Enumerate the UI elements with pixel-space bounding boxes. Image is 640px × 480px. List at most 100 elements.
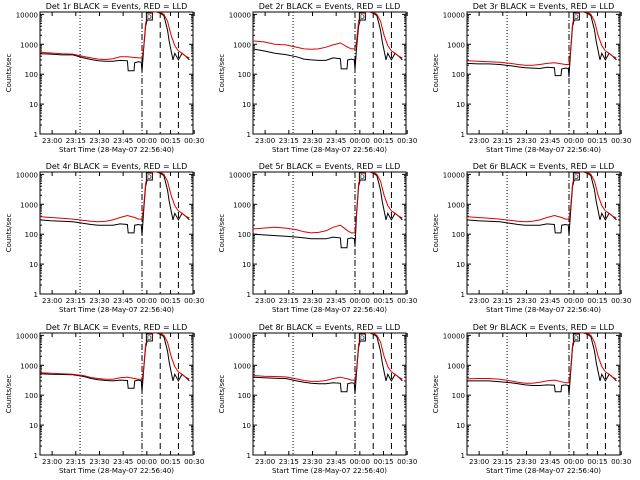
y-tick-label: 10000	[229, 332, 251, 340]
x-tick-label: 23:00	[469, 458, 489, 466]
panel-title: Det 8r BLACK = Events, RED = LLD	[259, 323, 401, 332]
y-tick-label: 10	[242, 101, 251, 109]
marker-box	[145, 172, 153, 181]
panel-det-4: Det 4r BLACK = Events, RED = LLD 1 10 100 10…	[5, 162, 204, 314]
x-tick-label: 23:30	[89, 297, 109, 305]
marker-box-label: D	[147, 335, 152, 342]
x-tick-label: 23:00	[469, 137, 489, 145]
marker-box	[572, 172, 580, 181]
x-tick-label: 00:00	[137, 458, 157, 466]
x-tick-label: 00:00	[564, 297, 584, 305]
plot-frame	[466, 171, 621, 295]
x-tick-label: 23:30	[302, 137, 322, 145]
y-tick-label: 1000	[233, 201, 251, 209]
y-tick-label: 1000	[20, 201, 38, 209]
marker-box	[145, 12, 153, 21]
x-axis-label: Start Time (28-May-07 22:56:40)	[272, 146, 387, 154]
panel-det-5: Det 5r BLACK = Events, RED = LLD 1 10 100 10…	[218, 162, 417, 314]
y-tick-label: 1	[34, 452, 38, 460]
x-tick-label: 23:15	[279, 137, 299, 145]
y-axis-label: Counts/sec	[432, 54, 440, 93]
y-axis-label: Counts/sec	[5, 375, 13, 414]
x-tick-label: 23:00	[42, 458, 62, 466]
x-tick-label: 00:30	[611, 458, 631, 466]
x-tick-label: 23:00	[42, 297, 62, 305]
y-tick-label: 100	[452, 231, 465, 239]
x-tick-label: 23:00	[255, 297, 275, 305]
x-tick-label: 23:45	[540, 297, 560, 305]
marker-box-label: D	[360, 14, 365, 21]
x-tick-label: 23:15	[493, 458, 513, 466]
x-tick-label: 00:30	[611, 137, 631, 145]
x-tick-label: 00:15	[373, 458, 393, 466]
x-axis-label: Start Time (28-May-07 22:56:40)	[486, 467, 601, 475]
x-tick-label: 00:15	[587, 458, 607, 466]
y-axis-label: Counts/sec	[5, 214, 13, 253]
y-tick-label: 1000	[447, 41, 465, 49]
x-tick-label: 23:30	[89, 458, 109, 466]
y-tick-label: 10	[456, 422, 465, 430]
x-tick-label: 00:15	[160, 458, 180, 466]
x-tick-label: 23:45	[113, 137, 133, 145]
series-line-lld	[253, 333, 403, 382]
series-line-events	[40, 12, 190, 72]
y-tick-label: 100	[25, 71, 38, 79]
x-tick-label: 23:30	[89, 137, 109, 145]
x-tick-label: 00:30	[184, 297, 204, 305]
x-tick-label: 00:00	[350, 137, 370, 145]
panel-det-7: Det 7r BLACK = Events, RED = LLD 1 10 100 10…	[5, 323, 204, 475]
panel-title: Det 4r BLACK = Events, RED = LLD	[46, 162, 188, 171]
series-line-events	[467, 12, 617, 78]
series-line-events	[253, 12, 403, 70]
series-line-lld	[253, 172, 403, 234]
x-tick-label: 00:30	[397, 297, 417, 305]
marker-box-label: D	[574, 14, 579, 21]
series-line-events	[40, 333, 190, 392]
series-line-events	[40, 172, 190, 236]
y-tick-label: 10	[242, 422, 251, 430]
y-tick-label: 1	[461, 452, 465, 460]
x-tick-label: 00:30	[611, 297, 631, 305]
x-tick-label: 00:15	[587, 297, 607, 305]
x-tick-label: 00:30	[397, 137, 417, 145]
marker-box	[358, 172, 366, 181]
y-axis-label: Counts/sec	[432, 375, 440, 414]
panel-det-6: Det 6r BLACK = Events, RED = LLD 1 10 100 10…	[432, 162, 631, 314]
y-tick-label: 10	[456, 101, 465, 109]
marker-box-label: D	[147, 14, 152, 21]
x-tick-label: 23:45	[540, 458, 560, 466]
panel-title: Det 1r BLACK = Events, RED = LLD	[46, 2, 188, 11]
series-line-lld	[253, 12, 403, 59]
x-tick-label: 00:00	[350, 458, 370, 466]
x-tick-label: 00:00	[564, 137, 584, 145]
x-tick-label: 00:30	[184, 137, 204, 145]
x-tick-label: 00:30	[397, 458, 417, 466]
y-tick-label: 10	[29, 422, 38, 430]
panel-det-2: Det 2r BLACK = Events, RED = LLD 1 10 100 10…	[218, 2, 417, 154]
y-tick-label: 10000	[16, 171, 38, 179]
y-tick-label: 1	[34, 291, 38, 299]
x-tick-label: 23:15	[66, 297, 86, 305]
x-axis-label: Start Time (28-May-07 22:56:40)	[272, 306, 387, 314]
x-tick-label: 23:45	[113, 297, 133, 305]
y-tick-label: 10000	[443, 171, 465, 179]
panel-title: Det 3r BLACK = Events, RED = LLD	[473, 2, 615, 11]
panel-det-9: Det 9r BLACK = Events, RED = LLD 1 10 100 10…	[432, 323, 631, 475]
y-tick-label: 10000	[16, 332, 38, 340]
panel-title: Det 7r BLACK = Events, RED = LLD	[46, 323, 188, 332]
x-tick-label: 00:00	[137, 297, 157, 305]
x-tick-label: 23:30	[516, 297, 536, 305]
y-tick-label: 10000	[16, 11, 38, 19]
x-tick-label: 00:15	[160, 137, 180, 145]
panel-det-1: Det 1r BLACK = Events, RED = LLD 1 10 100 10…	[5, 2, 204, 154]
x-tick-label: 23:00	[469, 297, 489, 305]
x-tick-label: 00:00	[137, 137, 157, 145]
x-tick-label: 23:15	[66, 458, 86, 466]
x-axis-label: Start Time (28-May-07 22:56:40)	[59, 306, 174, 314]
x-tick-label: 23:45	[326, 297, 346, 305]
marker-box-label: D	[574, 335, 579, 342]
y-tick-label: 1000	[447, 201, 465, 209]
y-tick-label: 100	[452, 392, 465, 400]
panel-det-8: Det 8r BLACK = Events, RED = LLD 1 10 100 10…	[218, 323, 417, 475]
x-tick-label: 00:15	[373, 297, 393, 305]
